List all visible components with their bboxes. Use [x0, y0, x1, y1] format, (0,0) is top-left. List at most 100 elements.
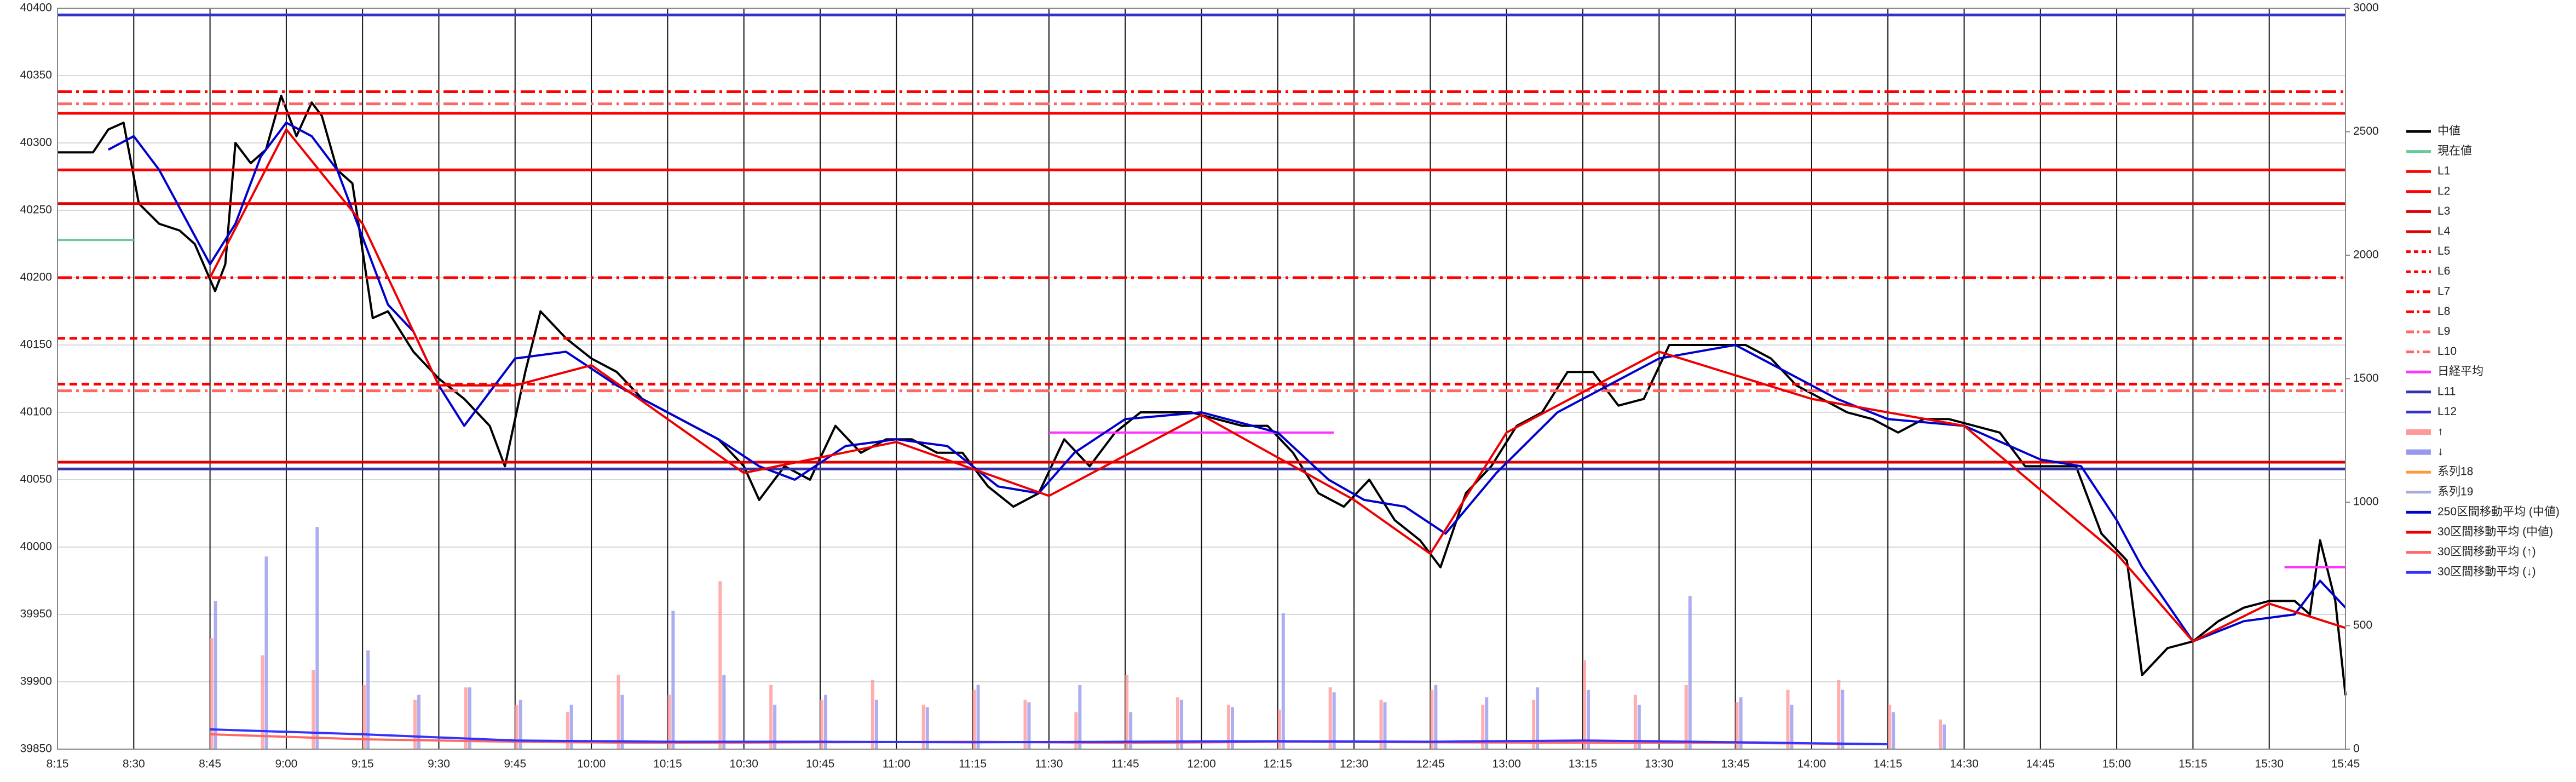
x-tick-label: 12:30 — [1340, 758, 1369, 771]
y-tick-label: 40250 — [20, 204, 52, 216]
volume-bar — [566, 712, 569, 749]
volume-bar — [921, 704, 925, 749]
y-tick-label: 40200 — [20, 271, 52, 284]
x-tick-label: 14:00 — [1797, 758, 1826, 771]
volume-bar — [1684, 685, 1688, 749]
y-tick-label: 40300 — [20, 136, 52, 149]
x-tick-label: 11:30 — [1035, 758, 1063, 771]
volume-bar — [417, 694, 421, 749]
x-tick-label: 15:30 — [2255, 758, 2284, 771]
volume-bar — [1180, 699, 1184, 749]
x-tick-label: 8:45 — [199, 758, 221, 771]
volume-bar — [1583, 660, 1586, 749]
volume-bar — [362, 685, 366, 749]
volume-bar — [413, 699, 417, 749]
volume-bar — [264, 556, 268, 749]
y-tick-label: 40400 — [20, 2, 52, 14]
volume-bar — [1739, 697, 1743, 749]
volume-bar — [1841, 689, 1845, 749]
volume-bar — [1688, 596, 1692, 749]
volume-bar — [1277, 709, 1281, 749]
y-tick-label: 40350 — [20, 69, 52, 82]
volume-bar — [1023, 699, 1027, 749]
x-tick-label: 10:30 — [729, 758, 758, 771]
volume-bar — [874, 699, 878, 749]
legend-label: L10 — [2437, 345, 2457, 358]
series-line — [210, 728, 1888, 745]
x-tick-label: 8:30 — [123, 758, 145, 771]
volume-bar — [1125, 675, 1129, 749]
y-tick-label: 39950 — [20, 608, 52, 620]
legend-label: 系列18 — [2437, 465, 2473, 478]
legend-label: ↑ — [2437, 426, 2444, 438]
x-tick-label: 8:15 — [47, 758, 69, 771]
volume-bar — [718, 581, 722, 749]
volume-bar — [569, 704, 573, 749]
volume-bar — [1481, 704, 1485, 749]
legend-label: 250区間移動平均 (中値) — [2437, 505, 2560, 518]
volume-bar — [972, 689, 976, 749]
x-tick-label: 11:00 — [883, 758, 910, 771]
volume-bar — [1078, 685, 1082, 749]
y2-tick-label: 2000 — [2353, 249, 2379, 261]
x-tick-label: 14:30 — [1950, 758, 1979, 771]
volume-bar — [1532, 699, 1536, 749]
legend-label: L3 — [2437, 205, 2450, 217]
x-tick-label: 15:15 — [2179, 758, 2208, 771]
axes: 39850 39900 39950 40000 40050 40100 40150 40200… — [20, 2, 2379, 771]
y-tick-label: 39900 — [20, 675, 52, 688]
volume-bar — [1735, 702, 1739, 749]
volume-bar — [468, 687, 471, 749]
legend-label: L4 — [2437, 225, 2451, 238]
x-tick-label: 10:45 — [806, 758, 835, 771]
volume-bar — [1637, 704, 1641, 749]
legend-label: L11 — [2437, 385, 2456, 398]
volume-bar — [1943, 724, 1946, 749]
volume-bar — [769, 685, 773, 749]
volume-bar — [1230, 707, 1234, 749]
series-line — [1048, 431, 2346, 568]
volume-bar — [1939, 719, 1943, 749]
volume-bar — [518, 699, 522, 749]
legend-label: L1 — [2437, 165, 2450, 177]
legend-label: 30区間移動平均 (↑) — [2437, 545, 2536, 558]
volume-bar — [1587, 689, 1590, 749]
volume-bar — [214, 601, 217, 749]
x-tick-label: 13:00 — [1492, 758, 1521, 771]
volume-bar — [620, 694, 624, 749]
volume-bar — [515, 704, 518, 749]
y2-tick-label: 2500 — [2353, 125, 2379, 137]
y2-tick-label: 0 — [2353, 743, 2360, 755]
volume-bar — [366, 650, 370, 749]
plot-frame — [57, 8, 2346, 750]
volume-bar — [773, 704, 777, 749]
y-tick-label: 40050 — [20, 473, 52, 486]
y-tick-label: 39850 — [20, 743, 52, 755]
x-tick-label: 9:30 — [428, 758, 450, 771]
legend-label: L9 — [2437, 325, 2450, 338]
x-tick-label: 9:45 — [504, 758, 526, 771]
legend-label: 系列19 — [2437, 485, 2473, 498]
volume-bar — [1074, 712, 1078, 749]
volume-bar — [871, 680, 874, 749]
y-tick-label: 40000 — [20, 540, 52, 553]
volume-bar — [616, 675, 620, 749]
legend-label: L6 — [2437, 265, 2450, 278]
volume-bar — [1129, 712, 1133, 749]
y2-tick-label: 1500 — [2353, 372, 2379, 384]
series-line — [209, 128, 2346, 643]
y-tick-label: 40150 — [20, 338, 52, 351]
volume-bar — [1434, 685, 1438, 749]
legend-label: L5 — [2437, 245, 2450, 257]
volume-bar — [671, 611, 675, 749]
volume-bar — [1176, 697, 1180, 749]
volume-bar — [820, 699, 823, 749]
x-tick-label: 11:15 — [959, 758, 987, 771]
x-tick-label: 13:30 — [1645, 758, 1674, 771]
x-tick-label: 12:15 — [1264, 758, 1293, 771]
volume-bar — [210, 638, 214, 749]
volume-bar — [925, 707, 929, 749]
volume-bar — [315, 527, 319, 749]
